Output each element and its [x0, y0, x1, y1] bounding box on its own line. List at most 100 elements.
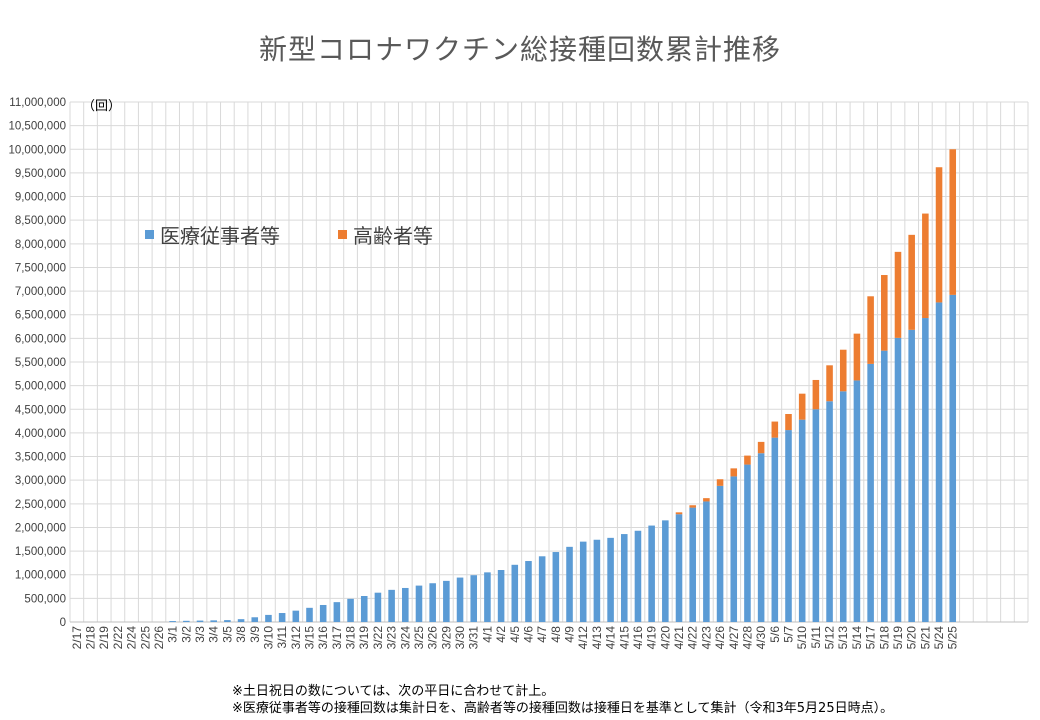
x-tick-label: 4/5 — [508, 626, 522, 643]
bar-medical — [374, 592, 382, 622]
x-tick-label: 4/9 — [563, 626, 577, 643]
x-tick-label: 5/14 — [850, 626, 864, 650]
bar-medical — [470, 575, 478, 622]
bar-elderly — [675, 512, 683, 515]
x-tick-label: 4/26 — [713, 626, 727, 650]
x-tick-label: 3/16 — [316, 626, 330, 650]
bar-elderly — [744, 455, 751, 465]
bar-medical — [210, 620, 217, 622]
bar-medical — [538, 556, 546, 622]
x-tick-label: 2/22 — [111, 626, 125, 650]
bar-medical — [620, 534, 628, 622]
bar-elderly — [716, 479, 724, 486]
bar-elderly — [935, 167, 943, 303]
x-tick-label: 3/12 — [289, 626, 303, 650]
legend-swatch-medical — [145, 230, 154, 239]
bar-elderly — [881, 275, 888, 351]
y-tick-label: 8,500,000 — [15, 215, 66, 227]
x-tick-label: 5/7 — [782, 626, 796, 643]
bar-medical — [757, 453, 765, 622]
x-tick-label: 5/17 — [864, 626, 878, 650]
x-tick-label: 5/25 — [946, 626, 960, 650]
bar-elderly — [908, 234, 915, 330]
bar-elderly — [922, 213, 929, 319]
bar-medical — [415, 585, 423, 622]
x-tick-label: 3/19 — [357, 626, 371, 650]
x-tick-label: 4/16 — [631, 626, 645, 650]
x-tick-label: 5/20 — [905, 626, 919, 650]
x-tick-label: 3/23 — [385, 626, 399, 650]
bar-medical — [826, 401, 833, 622]
y-tick-label: 11,000,000 — [9, 97, 66, 109]
legend-item-medical: 医療従事者等 — [145, 220, 280, 249]
x-tick-label: 4/7 — [535, 626, 549, 643]
bar-medical — [511, 564, 519, 622]
y-tick-label: 4,000,000 — [15, 428, 66, 440]
x-tick-label: 3/3 — [193, 626, 207, 643]
bar-medical — [429, 583, 436, 622]
bar-medical — [566, 546, 573, 622]
bar-medical — [388, 589, 395, 622]
bar-elderly — [730, 468, 738, 477]
x-tick-label: 3/10 — [261, 626, 275, 650]
bar-elderly — [894, 251, 902, 338]
bar-medical — [662, 520, 669, 622]
bar-medical — [607, 537, 614, 622]
bar-medical — [730, 476, 738, 622]
x-tick-label: 2/25 — [138, 626, 152, 650]
x-tick-label: 3/5 — [220, 626, 234, 643]
x-tick-label: 5/21 — [918, 626, 932, 650]
bar-medical — [648, 525, 655, 622]
y-tick-label: 6,500,000 — [15, 310, 66, 322]
y-tick-label: 7,500,000 — [15, 262, 66, 274]
bar-medical — [552, 552, 560, 622]
legend-label-elderly: 高齢者等 — [353, 224, 433, 248]
x-tick-label: 5/11 — [809, 626, 823, 649]
bar-elderly — [689, 505, 696, 508]
y-tick-label: 3,500,000 — [15, 452, 66, 464]
bar-medical — [716, 485, 724, 622]
footnote-2: ※医療従事者等の接種回数は集計日を、高齢者等の接種回数は接種日を基準として集計（… — [232, 701, 894, 716]
x-tick-label: 2/24 — [125, 626, 139, 650]
legend-label-medical: 医療従事者等 — [160, 224, 280, 248]
bar-medical — [456, 577, 464, 622]
x-tick-label: 5/18 — [877, 626, 891, 650]
x-tick-label: 3/25 — [412, 626, 426, 650]
x-tick-label: 4/14 — [604, 626, 618, 650]
x-tick-label: 2/18 — [84, 626, 98, 650]
bar-medical — [703, 501, 710, 622]
legend-item-elderly: 高齢者等 — [338, 220, 433, 249]
x-tick-label: 3/31 — [467, 626, 481, 650]
x-tick-label: 4/28 — [740, 626, 754, 650]
bar-medical — [169, 621, 176, 622]
y-tick-label: 10,500,000 — [8, 121, 66, 133]
x-tick-label: 4/2 — [494, 626, 508, 643]
bar-medical — [867, 363, 874, 622]
bar-medical — [251, 617, 259, 622]
x-tick-label: 4/19 — [645, 626, 659, 650]
x-tick-label: 4/15 — [617, 626, 631, 650]
bar-medical — [265, 614, 272, 622]
x-tick-label: 3/18 — [344, 626, 358, 650]
bar-medical — [333, 602, 341, 622]
y-tick-label: 5,000,000 — [15, 381, 66, 393]
bar-medical — [908, 329, 915, 622]
legend-swatch-elderly — [338, 230, 347, 239]
bar-elderly — [771, 421, 779, 438]
x-tick-label: 4/1 — [480, 626, 494, 643]
x-tick-label: 3/8 — [234, 626, 248, 643]
bar-medical — [689, 507, 696, 622]
y-tick-label: 1,500,000 — [15, 546, 66, 558]
y-tick-label: 9,000,000 — [15, 192, 66, 204]
x-tick-label: 5/24 — [932, 626, 946, 650]
bar-medical — [812, 409, 820, 622]
bar-elderly — [949, 149, 957, 295]
bar-medical — [744, 464, 751, 622]
x-tick-label: 4/23 — [699, 626, 713, 650]
y-tick-label: 4,500,000 — [15, 404, 66, 416]
y-tick-label: 8,000,000 — [15, 239, 66, 251]
bar-medical — [484, 572, 491, 622]
y-tick-label: 2,000,000 — [15, 522, 66, 534]
y-tick-label: 0 — [60, 617, 66, 629]
